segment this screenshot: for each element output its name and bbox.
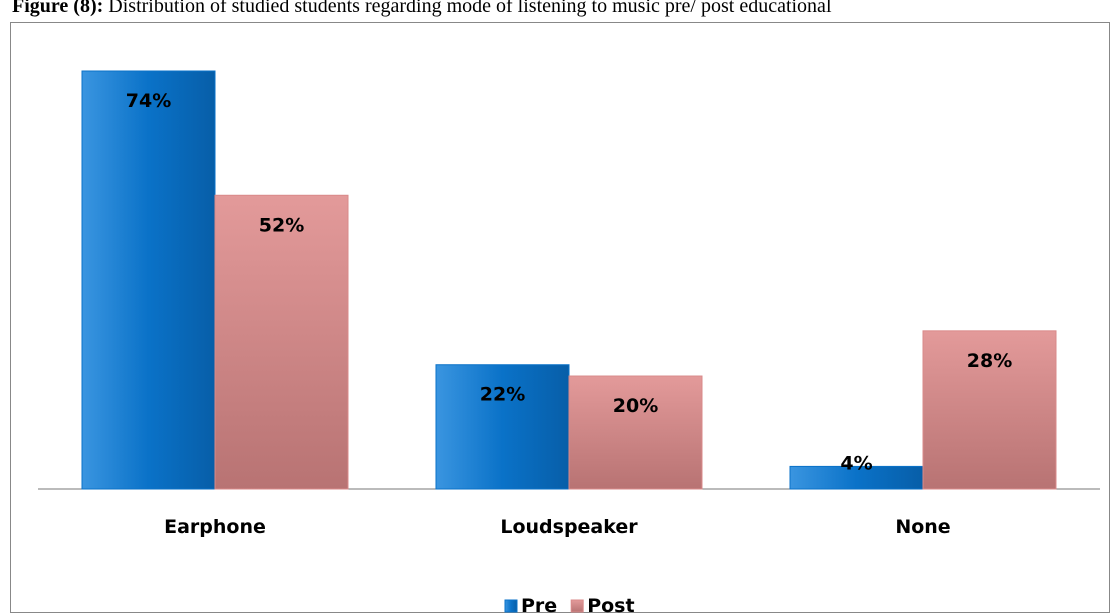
bar	[435, 364, 570, 490]
legend-label: Post	[587, 595, 634, 615]
chart-title: Figure (8): Distribution of studied stud…	[12, 0, 832, 17]
data-label: 74%	[126, 90, 171, 112]
x-tick-label: Earphone	[164, 516, 266, 538]
bar	[922, 330, 1057, 490]
x-tick-label: Loudspeaker	[500, 516, 638, 538]
data-label: 22%	[480, 384, 525, 406]
legend-label: Pre	[521, 595, 557, 615]
bar	[568, 375, 703, 490]
figure-label: Figure (8):	[12, 0, 103, 17]
title-text: Distribution of studied students regardi…	[108, 0, 832, 17]
bar	[214, 194, 349, 490]
chart-border	[10, 22, 1110, 613]
legend-swatch	[570, 599, 584, 613]
bar	[81, 70, 216, 490]
data-label: 4%	[840, 452, 872, 474]
legend-swatch	[504, 599, 518, 613]
data-label: 28%	[967, 350, 1012, 372]
data-label: 20%	[613, 395, 658, 417]
x-tick-label: None	[895, 516, 950, 538]
data-label: 52%	[259, 214, 304, 236]
